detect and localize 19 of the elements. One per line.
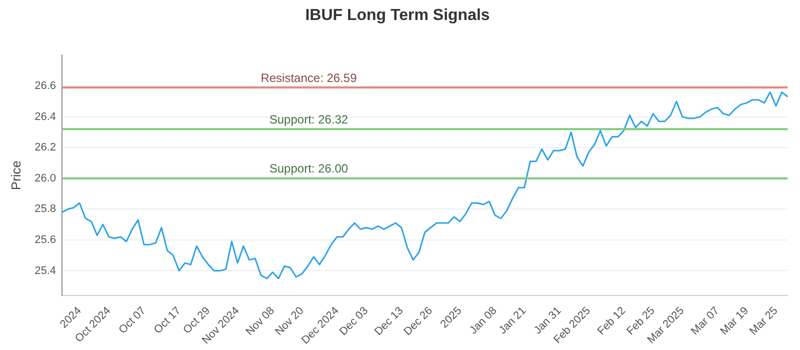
- x-tick-label: Dec 03: [337, 304, 371, 338]
- x-tick-label: Mar 25: [748, 304, 780, 338]
- x-tick-label: Oct 07: [116, 304, 148, 336]
- x-tick-label: Jan 08: [467, 304, 500, 337]
- x-tick-label: Oct 17: [152, 304, 184, 336]
- ref-line-label: Support: 26.32: [269, 112, 348, 126]
- x-tick-label: Jan 21: [496, 304, 529, 337]
- y-axis-title: Price: [8, 160, 24, 190]
- y-tick-label: 25.4: [34, 264, 56, 277]
- y-tick-label: 25.8: [34, 203, 56, 216]
- y-tick-label: 25.6: [34, 234, 56, 246]
- y-tick-label: 26.6: [34, 80, 56, 92]
- ref-line-label: Support: 26.00: [269, 162, 348, 176]
- y-tick-label: 26.4: [34, 110, 56, 123]
- y-tick-label: 26.2: [34, 142, 56, 154]
- ref-line-label: Resistance: 26.59: [260, 70, 358, 85]
- y-tick-label: 26.0: [34, 172, 56, 184]
- chart-title: IBUF Long Term Signals: [305, 7, 490, 24]
- x-tick-label: Dec 26: [402, 304, 435, 338]
